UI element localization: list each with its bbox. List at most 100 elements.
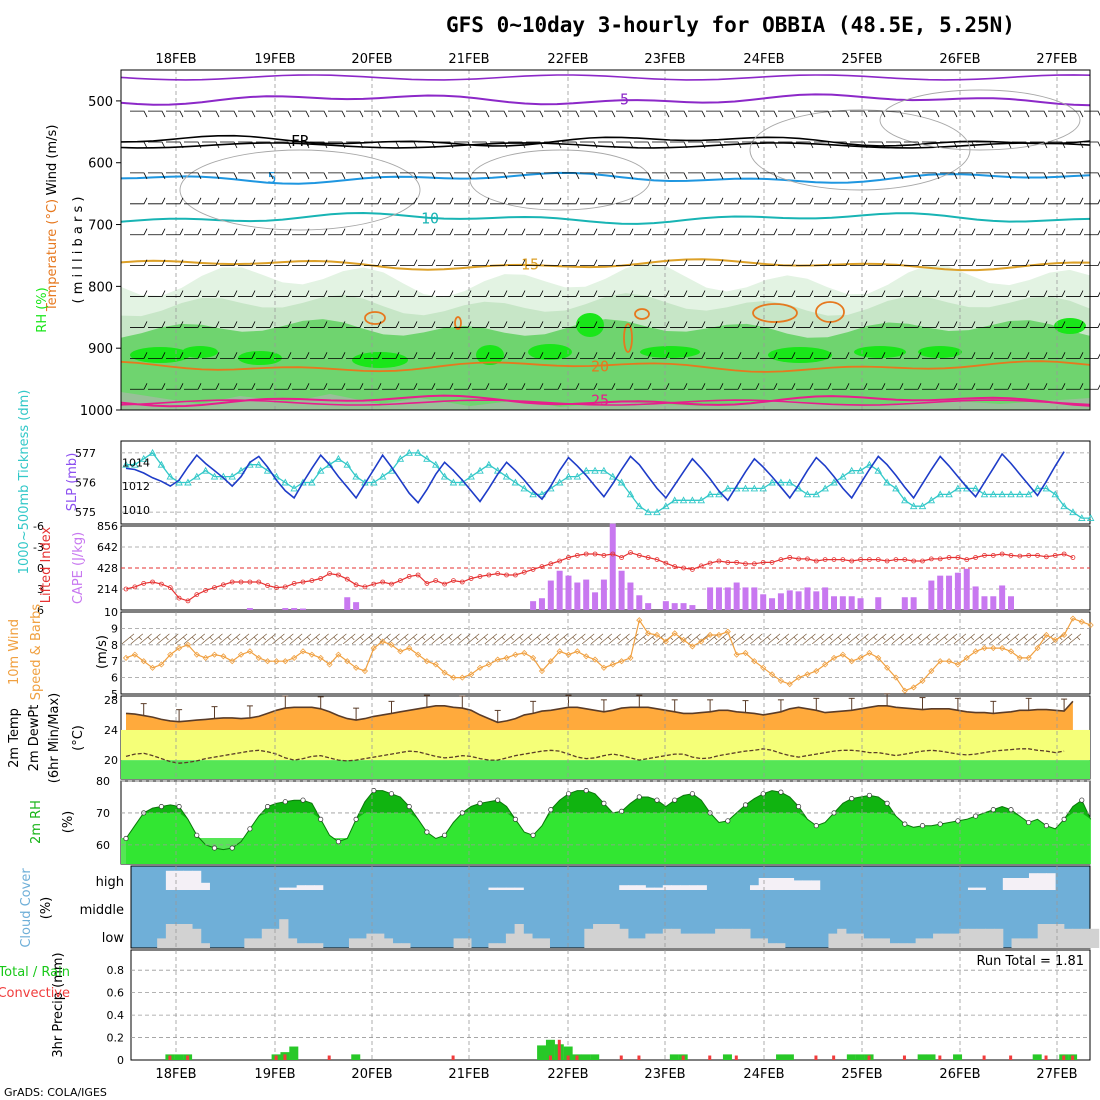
thickness-point — [608, 472, 617, 480]
thickness-point — [414, 448, 422, 456]
wind-barb — [904, 321, 922, 328]
wind-barb — [328, 352, 346, 359]
wind-barb — [958, 383, 976, 390]
wind-barb — [634, 352, 652, 359]
cape-bar — [999, 585, 1006, 610]
surface-barb — [528, 633, 542, 645]
slp-label: SLP (mb) — [65, 453, 80, 512]
wind-barb — [148, 172, 166, 180]
surface-barb — [785, 633, 798, 645]
wind-point — [574, 648, 581, 655]
slp-line — [125, 451, 1065, 504]
surface-barb — [750, 633, 763, 645]
wind-barb — [724, 228, 742, 236]
thickness-point — [237, 466, 245, 474]
wind-barb — [580, 383, 598, 390]
wind-point — [804, 671, 811, 678]
wind-barb — [148, 383, 166, 390]
wind-barb — [184, 141, 202, 149]
wind-barb — [814, 352, 832, 359]
temp-cell — [815, 301, 845, 323]
wind-barb — [580, 141, 598, 149]
surface-barb — [413, 633, 427, 645]
wind-barb — [130, 228, 148, 236]
wind-barb — [796, 141, 814, 149]
cloud-low-bar — [157, 938, 167, 948]
li-point — [663, 560, 669, 566]
wind-barb — [1084, 110, 1100, 116]
wind-barb — [1030, 172, 1048, 180]
cloud-level-low: low — [102, 931, 125, 946]
li-point — [229, 579, 235, 585]
wind-barb — [382, 197, 400, 205]
wind-barb — [958, 352, 976, 359]
wind-barb — [670, 383, 688, 390]
precip-conv-bar — [1062, 1055, 1066, 1060]
rh-point — [495, 797, 501, 803]
wind-barb — [400, 228, 418, 236]
wind-barb — [508, 172, 526, 180]
surface-barb — [369, 633, 383, 645]
wind-barb — [382, 141, 400, 149]
date-label-bottom: 18FEB — [155, 1067, 196, 1082]
cape-bar — [786, 590, 793, 610]
wind-barb — [166, 110, 184, 118]
wind-barb — [526, 321, 544, 328]
surface-barb — [210, 633, 223, 645]
wind-point — [158, 661, 165, 668]
wind-barb — [418, 259, 436, 267]
thickness-point — [980, 490, 989, 498]
wind-point — [335, 651, 342, 658]
surface-barb — [909, 633, 922, 645]
wind-barb — [562, 290, 580, 297]
wind-barb — [796, 110, 814, 118]
thickness-point — [396, 454, 405, 462]
cloud-low-bar — [950, 933, 960, 948]
wind-barb — [742, 259, 760, 267]
surface-barb — [599, 633, 613, 645]
cloud-high-bar — [627, 885, 638, 890]
wind-barb — [922, 352, 940, 359]
wind-barb — [670, 259, 688, 267]
wind-barb — [994, 290, 1012, 297]
wind-barb — [940, 172, 958, 180]
li-point — [902, 557, 908, 562]
wind-barb — [544, 290, 562, 297]
wind-barb — [580, 110, 598, 118]
cloud-low-bar — [348, 938, 359, 948]
wind-point — [131, 651, 138, 658]
wind-barb — [490, 110, 508, 118]
wind-barb — [292, 172, 310, 180]
cloud-high-bar — [192, 870, 202, 890]
wind-barb — [850, 290, 868, 297]
surface-barb — [157, 633, 170, 645]
wind-barb — [1084, 291, 1100, 297]
surface-barb — [174, 633, 188, 645]
wind-barb — [508, 290, 526, 297]
precip-total-bar — [846, 1054, 856, 1060]
wind-barb — [922, 172, 940, 180]
wind-barb — [130, 141, 148, 149]
temp-cell — [623, 323, 633, 353]
thickness-point — [1086, 514, 1095, 522]
cloud-low-bar — [906, 943, 917, 948]
cloud-low-bar — [854, 933, 864, 948]
wind-barb — [454, 352, 472, 359]
rh-contour — [469, 149, 651, 211]
surface-barb — [997, 633, 1011, 645]
surface-barb — [139, 633, 152, 645]
cloud-low-bar — [889, 943, 899, 948]
surface-barb — [776, 633, 790, 645]
wind-barb — [184, 197, 202, 205]
surface-barb — [927, 633, 940, 645]
wind-barb — [634, 383, 652, 390]
thickness-point — [715, 490, 723, 498]
wind-barb — [922, 228, 940, 236]
wind-barb — [274, 110, 292, 118]
wind-barb — [832, 172, 850, 180]
wind-point — [972, 648, 979, 655]
wind-barb — [400, 197, 418, 205]
li-point — [645, 555, 651, 560]
wind-label-unit: (m/s) — [95, 635, 110, 669]
wind-barb — [454, 321, 472, 328]
